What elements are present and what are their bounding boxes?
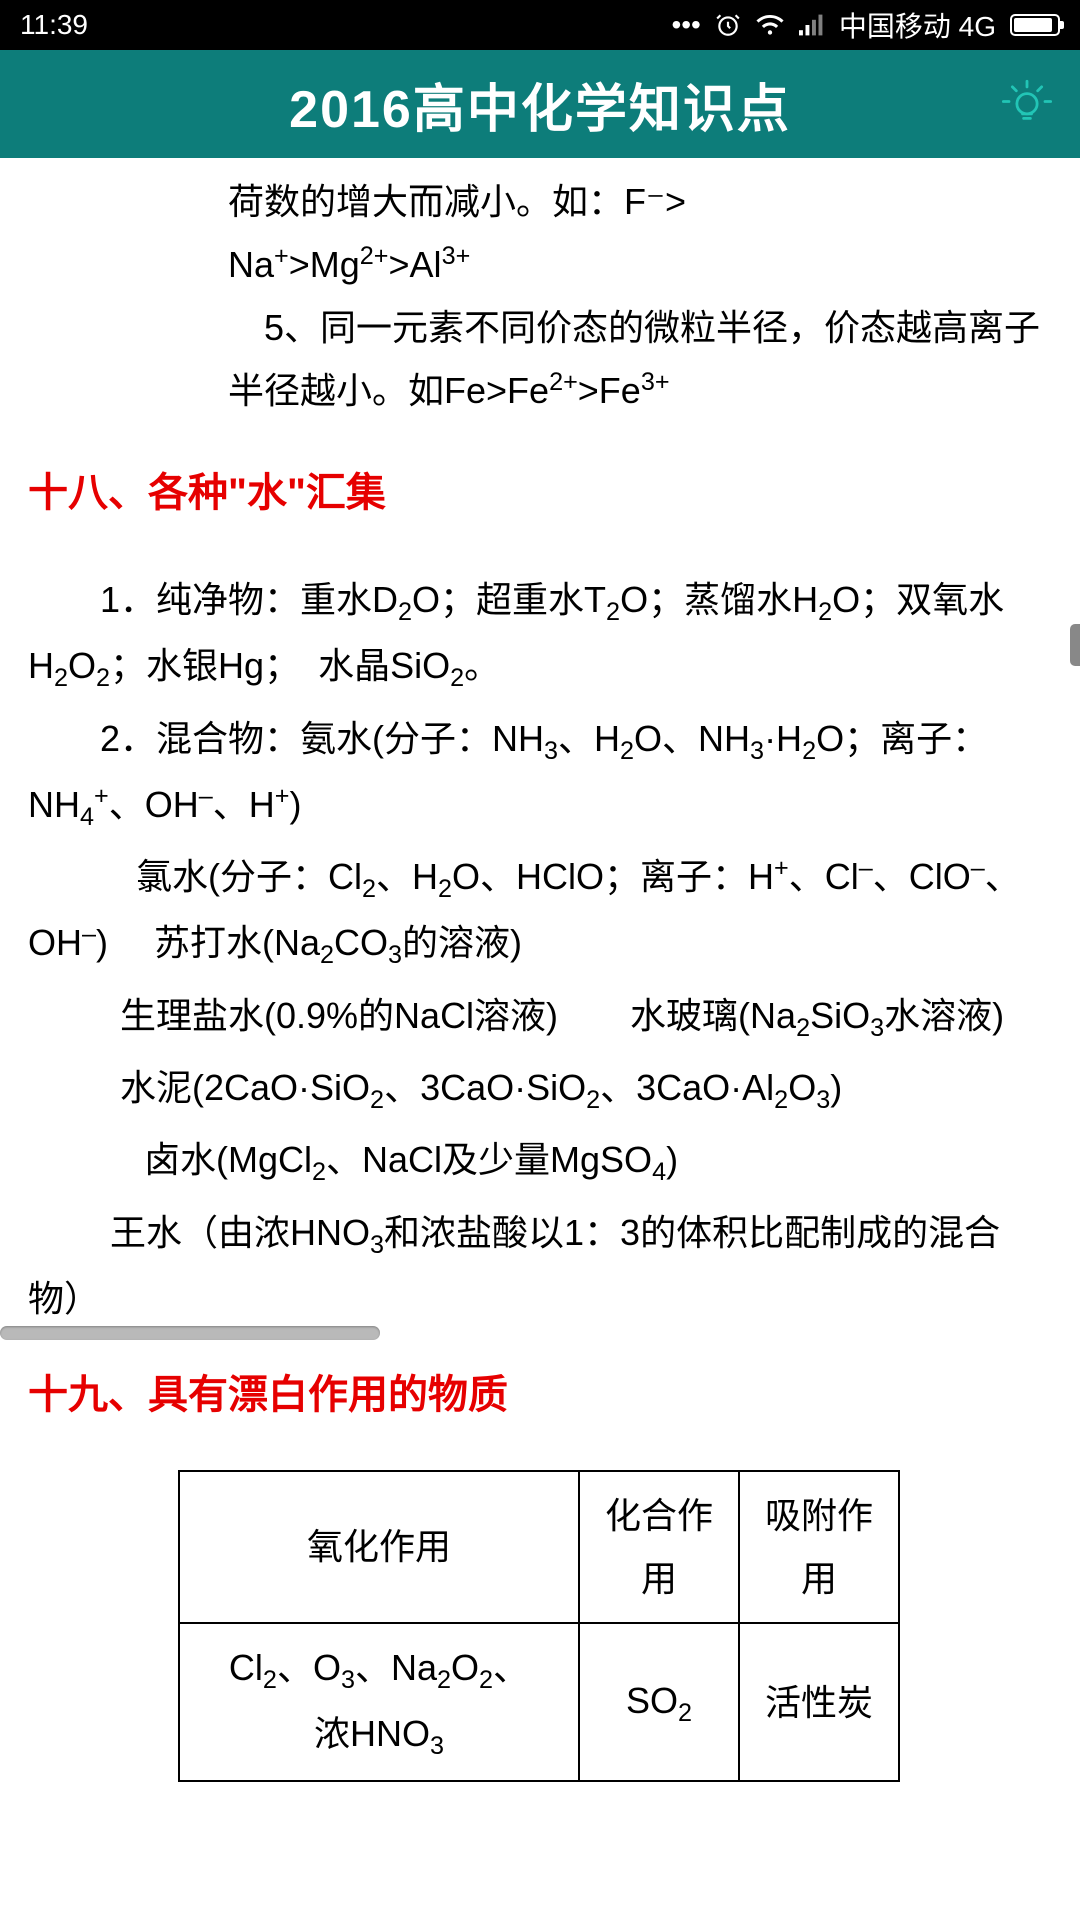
table-header-3: 吸附作用 [739,1471,899,1623]
status-time: 11:39 [20,9,88,41]
para-2: 2．混合物：氨水(分子：NH3、H2O、NH3·H2O；离子：NH4+、OH–、… [28,707,1052,840]
lightbulb-icon[interactable] [1000,75,1054,134]
signal-icon [799,14,825,36]
para-3: 氯水(分子：Cl2、H2O、HClO；离子：H+、Cl–、ClO–、OH–) 苏… [28,845,1052,978]
more-icon: ••• [671,9,700,41]
status-bar: 11:39 ••• 中国移动 4G [0,0,1080,50]
heading-18: 十八、各种"水"汇集 [28,458,1052,528]
heading-19: 十九、具有漂白作用的物质 [28,1360,1052,1430]
para-5: 水泥(2CaO·SiO2、3CaO·SiO2、3CaO·Al2O3) [28,1056,1052,1122]
table-cell-3: 活性炭 [739,1623,899,1782]
para-7: 王水（由浓HNO3和浓盐酸以1：3的体积比配制成的混合物） [28,1201,1052,1330]
para-4: 生理盐水(0.9%的NaCl溶液) 水玻璃(Na2SiO3水溶液) [28,984,1052,1050]
intro-line-2: Na+>Mg2+>Al3+ [228,233,1052,296]
document-content: 荷数的增大而减小。如：F⁻> Na+>Mg2+>Al3+ 5、同一元素不同价态的… [0,158,1080,1782]
table-header-2: 化合作用 [579,1471,739,1623]
status-icons: ••• 中国移动 4G [671,5,1060,45]
wifi-icon [755,13,785,37]
para-1: 1．纯净物：重水D2O；超重水T2O；蒸馏水H2O；双氧水H2O2；水银Hg； … [28,568,1052,701]
alarm-icon [715,12,741,38]
side-handle[interactable] [1070,624,1080,666]
intro-line-1: 荷数的增大而减小。如：F⁻> [228,170,1052,233]
table-header-1: 氧化作用 [179,1471,579,1623]
table-row: Cl2、O3、Na2O2、浓HNO3 SO2 活性炭 [179,1623,899,1782]
table-cell-1: Cl2、O3、Na2O2、浓HNO3 [179,1623,579,1782]
carrier-label: 中国移动 4G [839,5,996,45]
battery-icon [1010,14,1060,36]
app-header: 2016高中化学知识点 [0,50,1080,158]
table-row: 氧化作用 化合作用 吸附作用 [179,1471,899,1623]
page-title: 2016高中化学知识点 [289,67,791,142]
intro-block: 荷数的增大而减小。如：F⁻> Na+>Mg2+>Al3+ 5、同一元素不同价态的… [28,170,1052,422]
para-6: 卤水(MgCl2、NaCl及少量MgSO4) [28,1128,1052,1194]
table-cell-2: SO2 [579,1623,739,1782]
intro-line-3: 5、同一元素不同价态的微粒半径，价态越高离子半径越小。如Fe>Fe2+>Fe3+ [228,296,1052,422]
horizontal-scrollbar[interactable] [0,1326,380,1340]
bleaching-table: 氧化作用 化合作用 吸附作用 Cl2、O3、Na2O2、浓HNO3 SO2 活性… [178,1470,900,1783]
